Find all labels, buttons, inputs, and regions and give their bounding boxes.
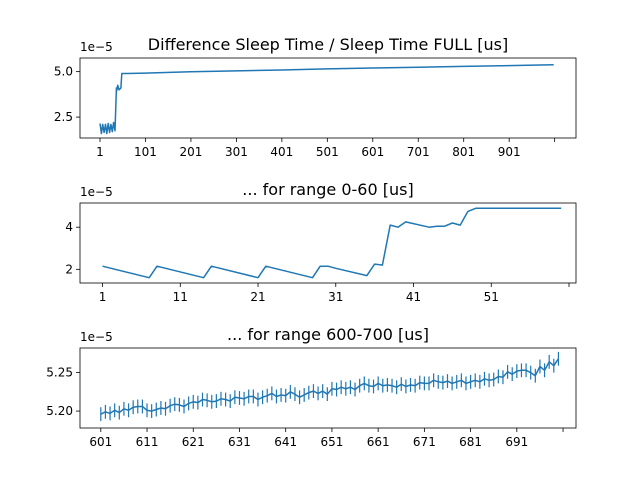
x-tick-label: 401 [270,145,293,159]
x-tick-label: 671 [413,435,436,449]
x-tick-label: 621 [182,435,205,449]
y-tick-label: 2 [65,262,73,276]
x-tick-label: 41 [406,290,421,304]
x-tick-label: 661 [367,435,390,449]
series-line [102,207,562,279]
y-tick-label: 5.20 [46,404,73,418]
x-tick-label: 691 [505,435,528,449]
chart-title: ... for range 0-60 [us] [242,180,413,199]
y-offset-label: 1e−5 [80,185,113,199]
x-tick-label: 631 [228,435,251,449]
x-tick-label: 801 [452,145,475,159]
axes-frame [79,202,577,284]
x-tick-label: 901 [498,145,521,159]
x-tick-label: 601 [361,145,384,159]
y-tick-label: 5.0 [54,65,73,79]
x-tick-label: 501 [316,145,339,159]
x-tick-label: 101 [134,145,157,159]
chart-title: Difference Sleep Time / Sleep Time FULL … [148,35,508,54]
x-tick-label: 201 [179,145,202,159]
x-tick-label: 11 [173,290,188,304]
chart-title: ... for range 600-700 [us] [227,325,429,344]
axes-frame [79,347,577,429]
x-tick-label: 1 [96,145,104,159]
x-tick-label: 31 [328,290,343,304]
x-tick-label: 651 [320,435,343,449]
x-tick-label: 301 [225,145,248,159]
x-tick-label: 21 [250,290,265,304]
y-offset-label: 1e−5 [80,40,113,54]
x-tick-label: 611 [136,435,159,449]
axes-frame [79,57,577,139]
subplot-3: ... for range 600-700 [us] 1e−5 601 611 621 6… [46,325,577,449]
y-tick-label: 5.25 [46,366,73,380]
x-tick-label: 701 [407,145,430,159]
y-tick-label: 2.5 [54,110,73,124]
x-tick-label: 681 [459,435,482,449]
x-tick-label: 601 [89,435,112,449]
x-tick-label: 51 [484,290,499,304]
series-line [99,63,554,135]
y-tick-label: 4 [65,220,73,234]
x-tick-label: 1 [99,290,107,304]
y-offset-label: 1e−5 [80,330,113,344]
series-line [100,358,560,415]
subplot-1: Difference Sleep Time / Sleep Time FULL … [54,35,577,159]
x-tick-label: 641 [274,435,297,449]
